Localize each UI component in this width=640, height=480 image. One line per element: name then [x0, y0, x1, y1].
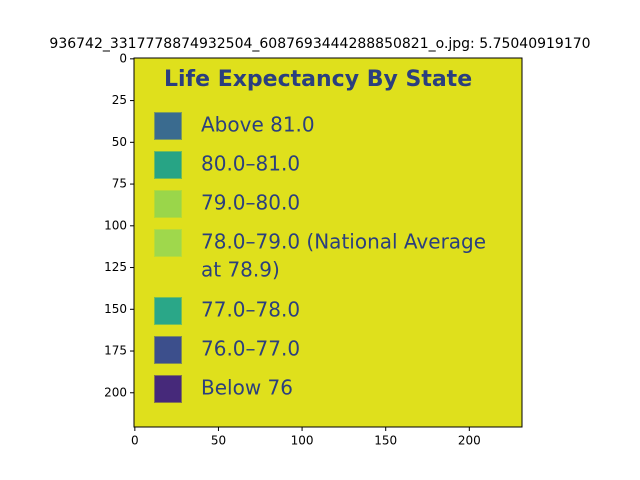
legend-label: at 78.9): [201, 258, 280, 282]
legend-label: 80.0–81.0: [201, 152, 300, 176]
legend-label: 77.0–78.0: [201, 298, 300, 322]
y-tick-label: 0: [119, 51, 127, 65]
legend-swatch: [154, 151, 182, 179]
legend-label: 78.0–79.0 (National Average: [201, 230, 486, 254]
x-tick-label: 150: [374, 434, 397, 448]
legend-label: Above 81.0: [201, 113, 315, 137]
legend-swatch: [154, 297, 182, 325]
legend-label: 79.0–80.0: [201, 191, 300, 215]
y-tick-label: 25: [112, 93, 127, 107]
x-tick-label: 200: [458, 434, 481, 448]
y-tick-label: 125: [104, 260, 127, 274]
y-tick-label: 200: [104, 385, 127, 399]
legend-swatch: [154, 190, 182, 218]
x-tick-label: 50: [211, 434, 226, 448]
chart-title: 936742_3317778874932504_6087693444288850…: [49, 36, 590, 52]
y-tick-label: 150: [104, 302, 127, 316]
legend-swatch: [154, 375, 182, 403]
legend-label: Below 76: [201, 376, 293, 400]
legend-swatch: [154, 112, 182, 140]
y-tick-label: 100: [104, 218, 127, 232]
legend-swatch: [154, 229, 182, 257]
image-heading: Life Expectancy By State: [164, 67, 472, 92]
y-tick-label: 75: [112, 177, 127, 191]
legend-swatch: [154, 336, 182, 364]
x-tick-label: 0: [131, 434, 139, 448]
image: Life Expectancy By State Above 81.0 80.0–8…: [134, 58, 522, 427]
x-tick-label: 100: [291, 434, 314, 448]
image-background: [134, 58, 522, 427]
axes-frame: [133, 57, 523, 428]
legend-label: 76.0–77.0: [201, 337, 300, 361]
y-tick-label: 175: [104, 344, 127, 358]
y-tick-label: 50: [112, 135, 127, 149]
